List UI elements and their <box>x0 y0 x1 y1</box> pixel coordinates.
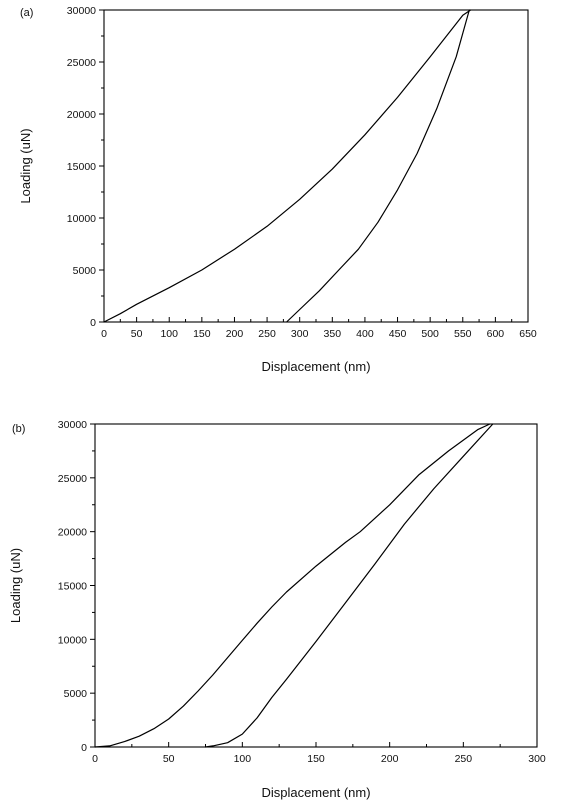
y-tick-label: 25000 <box>58 473 87 485</box>
chart-panel-a: 0 50 100 150 200 250 300 350 400 450 500 550 600 650 0… <box>18 5 537 374</box>
x-tick-label: 150 <box>307 753 325 765</box>
x-tick-label: 0 <box>92 753 98 765</box>
x-tick-label: 600 <box>487 328 505 340</box>
y-tick-label: 20000 <box>67 109 96 121</box>
x-tick-label: 650 <box>519 328 537 340</box>
x-tick-label: 300 <box>528 753 546 765</box>
y-tick-label: 10000 <box>58 634 87 646</box>
x-tick-label: 500 <box>421 328 439 340</box>
x-tick-label: 150 <box>193 328 211 340</box>
x-tick-label: 250 <box>455 753 473 765</box>
x-tick-label: 100 <box>234 753 252 765</box>
x-axis-title: Displacement (nm) <box>261 785 370 800</box>
x-tick-label: 100 <box>160 328 178 340</box>
x-tick-label: 350 <box>324 328 342 340</box>
y-tick-label: 0 <box>81 742 87 754</box>
y-tick-label: 5000 <box>64 688 88 700</box>
x-tick-label: 200 <box>381 753 399 765</box>
x-tick-label: 450 <box>389 328 407 340</box>
y-axis-title: Loading (uN) <box>18 128 33 203</box>
y-tick-label: 15000 <box>58 581 87 593</box>
chart-panel-b: 0 50 100 150 200 250 300 0 5000 10000 15000 20000 25… <box>8 419 546 800</box>
x-tick-label: 0 <box>101 328 107 340</box>
x-tick-label: 50 <box>131 328 143 340</box>
y-axis-title: Loading (uN) <box>8 548 23 623</box>
panel-label: (b) <box>12 423 25 435</box>
y-tick-label: 5000 <box>73 265 97 277</box>
x-tick-label: 400 <box>356 328 374 340</box>
x-tick-label: 300 <box>291 328 309 340</box>
y-tick-label: 30000 <box>67 5 96 17</box>
y-tick-label: 15000 <box>67 161 96 173</box>
unloading-curve <box>204 423 494 748</box>
y-tick-label: 30000 <box>58 419 87 431</box>
x-tick-label: 250 <box>258 328 276 340</box>
loading-curve <box>94 423 491 748</box>
y-tick-label: 0 <box>90 317 96 329</box>
y-tick-label: 25000 <box>67 57 96 69</box>
x-tick-label: 200 <box>226 328 244 340</box>
y-tick-label: 20000 <box>58 527 87 539</box>
x-tick-label: 550 <box>454 328 472 340</box>
unloading-curve <box>286 9 470 323</box>
y-tick-label: 10000 <box>67 213 96 225</box>
loading-curve <box>103 9 472 323</box>
panel-label: (a) <box>20 7 33 19</box>
x-tick-label: 50 <box>163 753 175 765</box>
plot-frame <box>103 9 529 323</box>
x-axis-title: Displacement (nm) <box>261 359 370 374</box>
plot-frame <box>94 423 538 748</box>
